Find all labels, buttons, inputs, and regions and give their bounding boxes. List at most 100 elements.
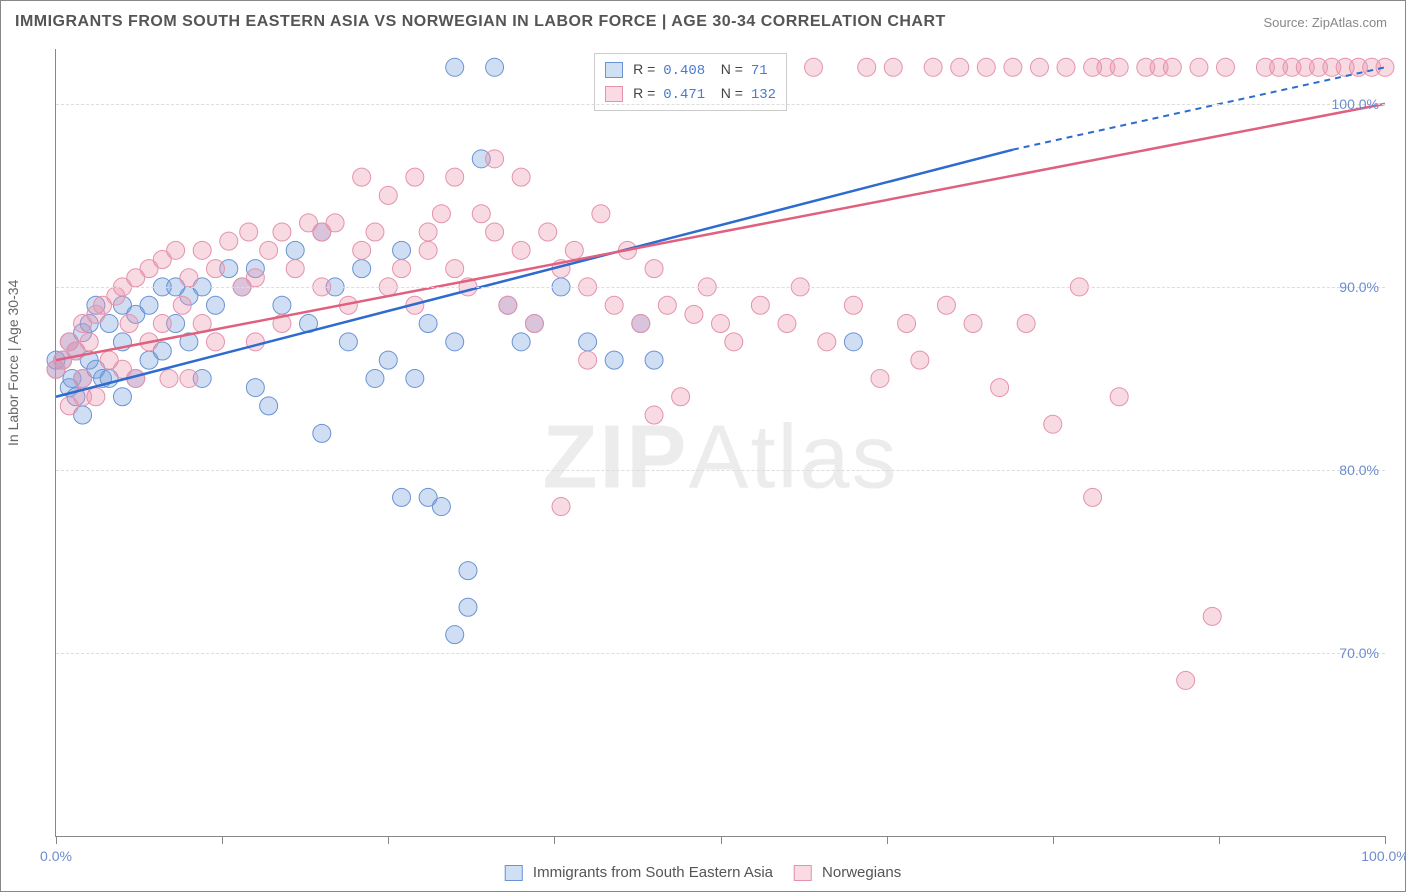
x-tick	[1053, 836, 1054, 844]
n-label-1: N =	[721, 61, 743, 77]
data-point	[512, 168, 530, 186]
data-point	[725, 333, 743, 351]
r-value-1: 0.408	[659, 63, 705, 79]
correlation-legend: R = 0.408 N = 71 R = 0.471 N = 132	[594, 53, 787, 111]
bottom-label-series2: Norwegians	[822, 864, 901, 881]
data-point	[565, 241, 583, 259]
data-point	[446, 168, 464, 186]
data-point	[273, 296, 291, 314]
data-point	[632, 315, 650, 333]
y-tick-label: 90.0%	[1339, 279, 1379, 295]
x-tick	[721, 836, 722, 844]
data-point	[1376, 58, 1394, 76]
data-point	[1163, 58, 1181, 76]
data-point	[645, 260, 663, 278]
data-point	[844, 333, 862, 351]
data-point	[353, 260, 371, 278]
x-tick	[1219, 836, 1220, 844]
data-point	[911, 351, 929, 369]
x-tick	[554, 836, 555, 844]
data-point	[472, 205, 490, 223]
data-point	[393, 488, 411, 506]
data-point	[193, 241, 211, 259]
r-value-2: 0.471	[659, 87, 705, 103]
data-point	[898, 315, 916, 333]
data-point	[419, 241, 437, 259]
data-point	[991, 379, 1009, 397]
data-point	[446, 260, 464, 278]
data-point	[778, 315, 796, 333]
n-label-2: N =	[721, 85, 743, 101]
data-point	[379, 186, 397, 204]
r-label-2: R =	[633, 85, 655, 101]
data-point	[1044, 415, 1062, 433]
data-point	[658, 296, 676, 314]
data-point	[180, 369, 198, 387]
x-tick	[1385, 836, 1386, 844]
data-point	[80, 333, 98, 351]
plot-svg	[56, 49, 1385, 836]
data-point	[1017, 315, 1035, 333]
x-tick	[887, 836, 888, 844]
data-point	[512, 333, 530, 351]
data-point	[552, 498, 570, 516]
gridline	[56, 104, 1385, 105]
data-point	[446, 333, 464, 351]
data-point	[459, 562, 477, 580]
data-point	[605, 351, 623, 369]
data-point	[446, 58, 464, 76]
data-point	[486, 223, 504, 241]
data-point	[844, 296, 862, 314]
x-tick-label: 100.0%	[1361, 848, 1406, 864]
data-point	[160, 369, 178, 387]
data-point	[240, 223, 258, 241]
data-point	[206, 260, 224, 278]
data-point	[206, 333, 224, 351]
data-point	[246, 269, 264, 287]
data-point	[964, 315, 982, 333]
bottom-swatch-series1	[505, 865, 523, 881]
data-point	[499, 296, 517, 314]
data-point	[419, 223, 437, 241]
data-point	[260, 241, 278, 259]
gridline	[56, 287, 1385, 288]
data-point	[326, 214, 344, 232]
x-tick	[388, 836, 389, 844]
data-point	[1190, 58, 1208, 76]
data-point	[1110, 388, 1128, 406]
x-tick-label: 0.0%	[40, 848, 72, 864]
data-point	[153, 315, 171, 333]
x-tick	[56, 836, 57, 844]
chart-title: IMMIGRANTS FROM SOUTH EASTERN ASIA VS NO…	[15, 13, 946, 31]
data-point	[525, 315, 543, 333]
data-point	[579, 333, 597, 351]
trend-line	[56, 150, 1013, 397]
data-point	[286, 260, 304, 278]
data-point	[605, 296, 623, 314]
data-point	[220, 232, 238, 250]
data-point	[459, 598, 477, 616]
y-axis-label: In Labor Force | Age 30-34	[5, 280, 21, 446]
data-point	[977, 58, 995, 76]
gridline	[56, 653, 1385, 654]
data-point	[1217, 58, 1235, 76]
legend-swatch-series1	[605, 62, 623, 78]
data-point	[379, 351, 397, 369]
data-point	[339, 333, 357, 351]
data-point	[1004, 58, 1022, 76]
data-point	[113, 388, 131, 406]
data-point	[406, 369, 424, 387]
data-point	[1057, 58, 1075, 76]
bottom-legend: Immigrants from South Eastern Asia Norwe…	[505, 864, 902, 881]
data-point	[884, 58, 902, 76]
chart-container: IMMIGRANTS FROM SOUTH EASTERN ASIA VS NO…	[0, 0, 1406, 892]
data-point	[366, 223, 384, 241]
data-point	[167, 241, 185, 259]
n-value-2: 132	[747, 87, 776, 103]
n-value-1: 71	[747, 63, 768, 79]
data-point	[74, 369, 92, 387]
x-tick	[222, 836, 223, 844]
data-point	[87, 388, 105, 406]
data-point	[173, 296, 191, 314]
data-point	[672, 388, 690, 406]
